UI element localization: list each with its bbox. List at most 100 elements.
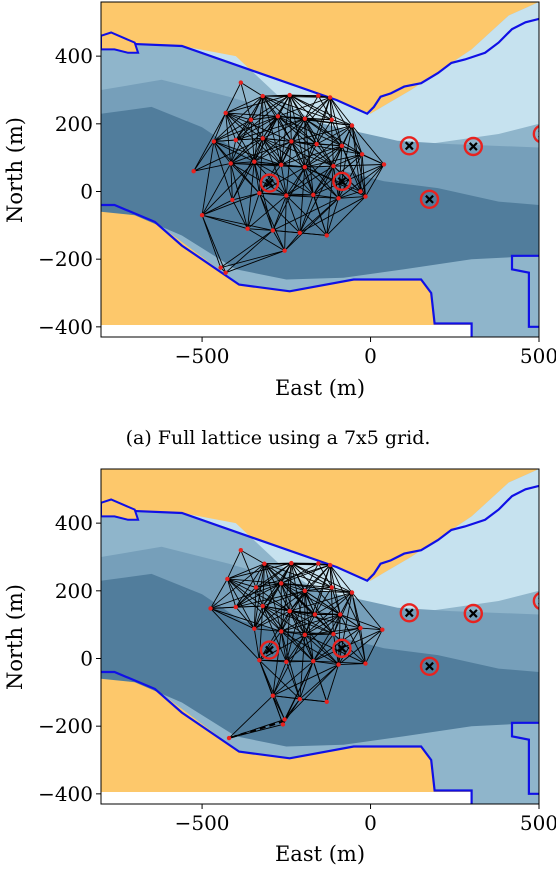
lattice-edge (338, 663, 366, 666)
lattice-edge (201, 192, 260, 216)
lattice-edge (255, 563, 265, 588)
target-cross (265, 178, 274, 188)
lattice-edge (289, 564, 331, 612)
target-cross (265, 645, 274, 655)
lattice-node (233, 137, 238, 143)
lattice-node (223, 110, 228, 116)
lattice-edge (262, 95, 317, 145)
lattice-nodes (191, 80, 387, 275)
lattice-edge (339, 614, 361, 629)
figure-caption-a: (a) Full lattice using a 7x5 grid. (126, 427, 431, 449)
lattice-edge (258, 660, 286, 720)
y-axis-label: North (m) (3, 117, 27, 223)
lattice-node (316, 561, 321, 566)
lattice-edge (225, 250, 285, 274)
target-ring (259, 640, 280, 660)
lattice-node (338, 612, 343, 617)
lattice-edge (235, 606, 255, 630)
lattice-edge (361, 153, 385, 165)
lattice-edge (272, 166, 306, 231)
lattice-edge (314, 592, 353, 615)
lattice-edge (235, 137, 263, 141)
lattice-edge (280, 141, 292, 165)
lattice-edge (359, 627, 366, 664)
lattice-edge (227, 578, 263, 607)
lattice-edge (259, 166, 306, 194)
lattice-edge (285, 141, 292, 196)
target-cross (537, 135, 539, 138)
lattice-edge (225, 230, 274, 274)
lattice-edge (280, 610, 291, 632)
lattice-edge (351, 125, 361, 192)
lattice-edge (277, 115, 343, 147)
lattice-node (279, 581, 284, 586)
target-ring (399, 136, 419, 156)
lattice-edge (333, 166, 339, 199)
lattice-node (359, 152, 365, 157)
lattice-edge (235, 590, 305, 608)
target-ring (332, 638, 352, 659)
target-ring (419, 656, 440, 676)
lattice-edge (255, 587, 264, 607)
lattice-edge (210, 582, 282, 609)
y-tick-label: −200 (38, 247, 93, 271)
lattice-edge (326, 198, 339, 236)
lattice-edge (360, 627, 383, 631)
lattice-edge (228, 718, 285, 739)
lattice-edge (304, 590, 353, 593)
lattice-edge (329, 97, 363, 155)
lattice-node (270, 228, 276, 233)
target-cross (337, 176, 347, 186)
lattice-edge (240, 82, 252, 120)
y-tick-label: −400 (38, 315, 93, 339)
lattice-edge (339, 614, 366, 664)
lattice-edge (329, 565, 334, 635)
lattice-node (287, 608, 292, 614)
lattice-edge (240, 82, 263, 97)
lattice-node (260, 136, 265, 141)
lattice-edge (226, 550, 242, 580)
water-light-zone (181, 469, 539, 615)
lattice-edge (225, 112, 237, 141)
lattice-edge (304, 118, 343, 147)
lattice-edge (201, 141, 215, 216)
lattice-edge (227, 578, 282, 584)
lattice-edge (304, 627, 361, 636)
lattice-node (336, 196, 341, 201)
lattice-edge (333, 634, 339, 665)
lattice-edge (262, 605, 282, 632)
lattice-edge (304, 118, 318, 145)
lattice-edge (253, 605, 264, 629)
lattice-edge (291, 140, 363, 155)
lattice-edge (225, 95, 263, 114)
lattice-edge (220, 230, 274, 268)
lattice-edge (280, 164, 287, 196)
plot-frame (100, 1, 540, 338)
lattice-node (230, 197, 235, 203)
lattice-node (248, 117, 254, 122)
lattice-edge (360, 164, 385, 192)
lattice-edge (333, 153, 363, 167)
lattice-node (228, 161, 233, 166)
lattice-edge (253, 96, 264, 162)
lattice-edge (280, 583, 291, 612)
lattice-edge (299, 698, 327, 703)
lattice-edge (247, 228, 273, 231)
target-cross (468, 142, 478, 151)
lattice-edge (201, 215, 227, 273)
lattice-node (314, 141, 319, 147)
lattice-edge (286, 660, 314, 663)
lattice-edge (290, 141, 306, 168)
lattice-edge (262, 590, 305, 607)
lattice-edge (253, 138, 264, 162)
lattice-edge (225, 112, 252, 121)
lattice-edge (230, 138, 264, 164)
lattice-edge (210, 563, 265, 609)
lattice-edge (351, 592, 383, 631)
lattice-edge (333, 627, 361, 635)
plot-frame (100, 468, 540, 805)
lattice-edge (272, 230, 286, 251)
lattice-edge (230, 163, 248, 229)
lattice-edge (254, 610, 290, 630)
